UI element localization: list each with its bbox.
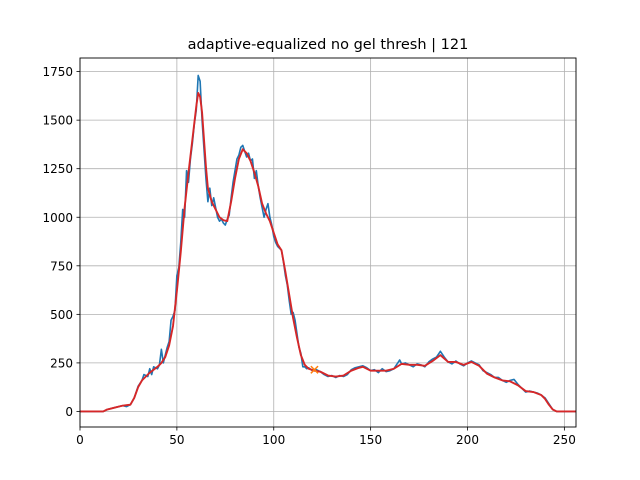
x-tick-label: 100 (262, 433, 285, 447)
y-tick-label: 1750 (42, 65, 73, 79)
x-tick-label: 0 (76, 433, 84, 447)
y-tick-label: 250 (50, 356, 73, 370)
smoothed-series-line (80, 92, 576, 413)
y-tick-label: 1000 (42, 211, 73, 225)
raw-series-line (80, 74, 576, 413)
y-tick-label: 1250 (42, 162, 73, 176)
y-tick-label: 500 (50, 308, 73, 322)
x-tick-label: 200 (456, 433, 479, 447)
x-tick-label: 50 (169, 433, 184, 447)
grid-lines (79, 58, 576, 427)
plot-area (80, 74, 576, 413)
y-tick-label: 0 (65, 405, 73, 419)
axes: 0 50 100 150 200 250 0 250 500 750 1000 1250 1500 175… (42, 65, 575, 447)
plot-frame (79, 57, 577, 428)
x-tick-label: 150 (359, 433, 382, 447)
threshold-marker (310, 365, 319, 374)
x-tick-label: 250 (553, 433, 576, 447)
y-tick-label: 750 (50, 259, 73, 273)
chart-title: adaptive-equalized no gel thresh | 121 (188, 37, 469, 53)
y-tick-label: 1500 (42, 114, 73, 128)
